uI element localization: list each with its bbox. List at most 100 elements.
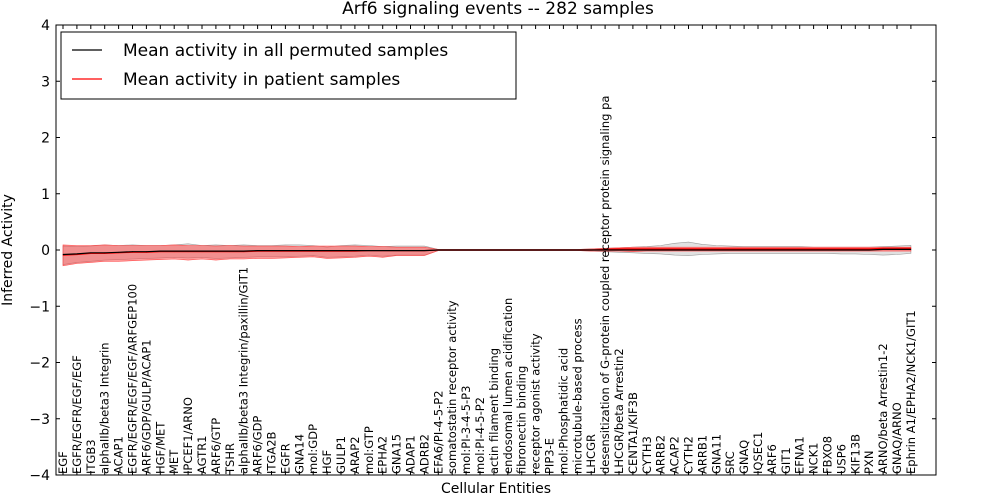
x-tick-label: mol:Phosphatidic acid — [556, 348, 570, 474]
point-patient-56 — [841, 248, 842, 250]
point-patient-53 — [799, 248, 801, 250]
point-permuted-36 — [563, 249, 564, 251]
x-tick-label: CYTH2 — [682, 436, 696, 474]
point-permuted-52 — [785, 249, 787, 251]
x-tick-label: GNAQ/ARNO — [890, 402, 904, 474]
point-patient-52 — [785, 248, 787, 250]
point-patient-59 — [882, 247, 884, 249]
point-patient-57 — [854, 248, 856, 250]
point-permuted-44 — [674, 249, 675, 251]
x-axis-label: Cellular Entities — [441, 481, 551, 497]
legend-box — [60, 31, 517, 100]
legend-label-patient: Mean activity in patient samples — [123, 70, 400, 90]
band-patient — [62, 244, 912, 267]
point-patient-55 — [827, 248, 828, 250]
point-permuted-43 — [660, 249, 662, 251]
point-permuted-57 — [854, 249, 856, 251]
point-permuted-3 — [104, 252, 106, 254]
x-tick-label: EGFR — [278, 443, 292, 474]
point-permuted-17 — [298, 250, 300, 252]
x-tick-label: PIP3-E — [543, 438, 557, 474]
y-tick-label: −1 — [29, 299, 50, 315]
point-permuted-55 — [827, 249, 828, 251]
x-tick-label: EPHA2 — [376, 436, 390, 474]
point-patient-54 — [813, 248, 814, 250]
point-patient-49 — [743, 248, 745, 250]
x-axis: EGF EGFR/EGFR/EGF/EGF ITGB3 alphaIIb/beta3 … — [56, 25, 918, 475]
point-permuted-7 — [159, 250, 161, 252]
x-tick-label: USP6 — [834, 444, 848, 474]
x-tick-label: ACAP2 — [668, 436, 682, 474]
point-permuted-23 — [382, 250, 384, 252]
x-tick-label: receptor agonist activity — [529, 333, 543, 474]
x-tick-label: HGF/MET — [153, 421, 167, 474]
point-patient-48 — [729, 248, 731, 250]
point-patient-43 — [660, 248, 662, 250]
point-permuted-8 — [173, 250, 175, 252]
line-permuted — [62, 248, 911, 256]
point-permuted-22 — [368, 250, 370, 252]
x-tick-label: ADAP1 — [404, 435, 418, 474]
x-tick-label: ARNO/beta Arrestin1-2 — [876, 343, 890, 474]
point-permuted-37 — [576, 249, 578, 251]
point-patient-60 — [896, 247, 898, 249]
point-permuted-47 — [715, 249, 717, 251]
point-permuted-11 — [215, 250, 217, 252]
point-permuted-16 — [285, 250, 286, 252]
y-tick-label: 4 — [41, 18, 50, 34]
point-permuted-38 — [590, 249, 592, 251]
x-tick-label: microtubule-based process — [570, 318, 584, 474]
point-permuted-19 — [326, 250, 328, 252]
x-tick-label: GULP1 — [334, 436, 348, 474]
y-tick-label: −2 — [29, 356, 50, 372]
point-permuted-26 — [424, 250, 425, 252]
x-tick-label: GNAQ — [737, 440, 751, 474]
x-tick-label: ARF6 — [765, 444, 779, 474]
point-permuted-51 — [771, 249, 773, 251]
x-tick-label: SRC — [723, 451, 737, 474]
x-tick-label: EGFR/EGFR/EGF/EGF — [70, 355, 84, 474]
x-tick-label: somatostatin receptor activity — [445, 300, 459, 474]
point-permuted-1 — [76, 253, 78, 255]
x-tick-label: alphaIIb/beta3 Integrin — [98, 342, 112, 474]
point-permuted-31 — [493, 249, 495, 251]
point-permuted-50 — [757, 249, 759, 251]
x-tick-label: NCK1 — [807, 443, 821, 475]
point-permuted-2 — [90, 252, 92, 254]
point-permuted-56 — [841, 249, 842, 251]
x-tick-label: ARRB2 — [654, 435, 668, 474]
point-permuted-53 — [799, 249, 801, 251]
x-tick-label: MET — [167, 449, 181, 474]
point-permuted-18 — [312, 250, 314, 252]
point-permuted-58 — [868, 249, 870, 251]
point-permuted-61 — [910, 249, 912, 250]
x-tick-label: EGFR/EGFR/EGF/EGF/ARFGEP100 — [126, 284, 140, 474]
x-tick-label: ITGA2B — [265, 431, 279, 474]
legend-label-permuted: Mean activity in all permuted samples — [123, 41, 448, 61]
x-tick-label: mol:PI-4-5-P2 — [473, 397, 487, 474]
point-permuted-33 — [521, 249, 523, 251]
point-permuted-49 — [743, 249, 745, 251]
x-tick-label: GNA11 — [709, 434, 723, 474]
point-permuted-13 — [243, 250, 245, 252]
series-lines — [62, 247, 912, 256]
x-tick-label: alphaIIb/beta3 Integrin/paxillin/GIT1 — [237, 267, 251, 474]
x-tick-label: CENTA1/KIF3B — [626, 392, 640, 474]
point-patient-46 — [702, 248, 703, 250]
point-patient-47 — [715, 248, 717, 250]
point-permuted-9 — [187, 250, 189, 252]
y-tick-label: 0 — [41, 243, 50, 259]
point-patient-51 — [771, 248, 773, 250]
point-permuted-4 — [118, 251, 119, 253]
x-tick-label: KIF13B — [848, 434, 862, 474]
point-permuted-6 — [146, 251, 147, 253]
point-permuted-40 — [618, 249, 620, 251]
y-axis-label: Inferred Activity — [0, 194, 16, 306]
point-patient-50 — [757, 248, 759, 250]
x-tick-label: ARF6/GDP/GULP/ACAP1 — [139, 339, 153, 474]
x-tick-label: ARRB1 — [695, 435, 709, 474]
y-tick-label: −3 — [29, 412, 50, 428]
point-permuted-21 — [354, 250, 356, 252]
confidence-bands — [62, 241, 912, 267]
x-tick-label: LHCGR — [584, 434, 598, 474]
